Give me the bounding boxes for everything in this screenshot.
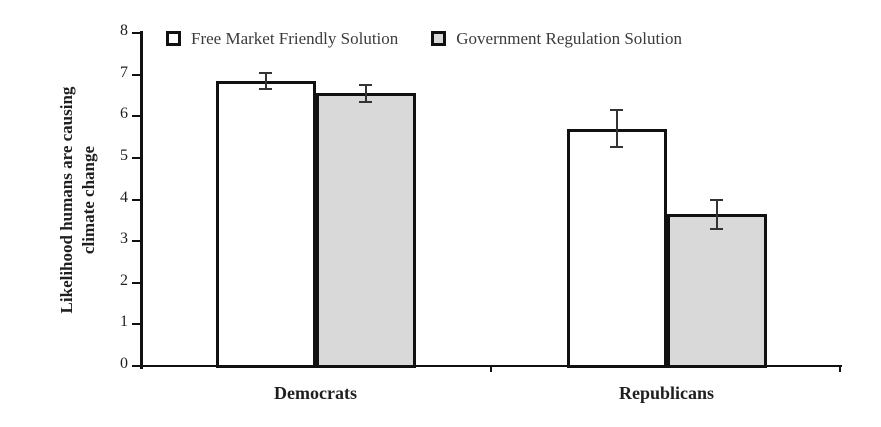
y-axis-tick-label: 1 [120, 313, 128, 331]
y-axis-tick [132, 73, 140, 76]
error-bar-cap [710, 227, 723, 230]
y-axis-tick-label: 6 [120, 105, 128, 123]
y-axis-tick-label: 0 [120, 355, 128, 372]
error-bar-cap [259, 71, 272, 74]
y-axis-tick [132, 198, 140, 201]
bar-democrats-free-market [215, 80, 316, 368]
legend-label-free-market: Free Market Friendly Solution [191, 29, 399, 48]
error-bar-cap [259, 88, 272, 91]
legend-item-free-market: Free Market Friendly Solution [166, 29, 398, 48]
y-axis-tick [132, 32, 140, 34]
x-category-label-republicans: Republicans [618, 383, 715, 403]
y-axis [140, 31, 143, 369]
bar-democrats-government-regulation [315, 93, 416, 368]
y-axis-tick [132, 115, 140, 118]
legend-item-government-regulation: Government Regulation Solution [431, 29, 682, 48]
y-axis-tick [132, 323, 140, 326]
y-axis-title: Likelihood humans are causing climate ch… [56, 50, 100, 350]
error-bar-cap [359, 84, 372, 87]
x-category-label-democrats: Democrats [274, 383, 357, 403]
error-bar [715, 199, 718, 229]
error-bar-cap [610, 146, 623, 149]
bar-republicans-free-market [566, 128, 667, 368]
y-axis-tick-label: 5 [120, 146, 128, 164]
y-axis-tick-label: 4 [120, 188, 128, 206]
x-axis-tick [490, 366, 492, 372]
y-axis-tick [132, 156, 140, 159]
y-axis-tick-label: 8 [120, 22, 128, 39]
y-axis-tick [132, 240, 140, 243]
y-axis-tick [132, 281, 140, 284]
bar-republicans-government-regulation [666, 214, 767, 368]
y-axis-tick-label: 2 [120, 271, 128, 289]
legend: Free Market Friendly Solution Government… [166, 29, 682, 48]
error-bar [615, 110, 618, 148]
y-axis-tick-label: 7 [120, 63, 128, 81]
error-bar-cap [610, 109, 623, 111]
government-regulation-swatch-icon [431, 31, 447, 46]
error-bar-cap [359, 100, 372, 103]
legend-label-government-regulation: Government Regulation Solution [456, 29, 682, 48]
y-axis-tick [132, 365, 140, 367]
error-bar [364, 85, 367, 102]
free-market-swatch-icon [166, 31, 181, 46]
error-bar-cap [710, 198, 723, 201]
y-axis-title-line1: Likelihood humans are causing [57, 86, 76, 314]
x-axis-tick [839, 366, 841, 372]
y-axis-tick-label: 3 [120, 230, 128, 248]
error-bar [264, 72, 267, 90]
